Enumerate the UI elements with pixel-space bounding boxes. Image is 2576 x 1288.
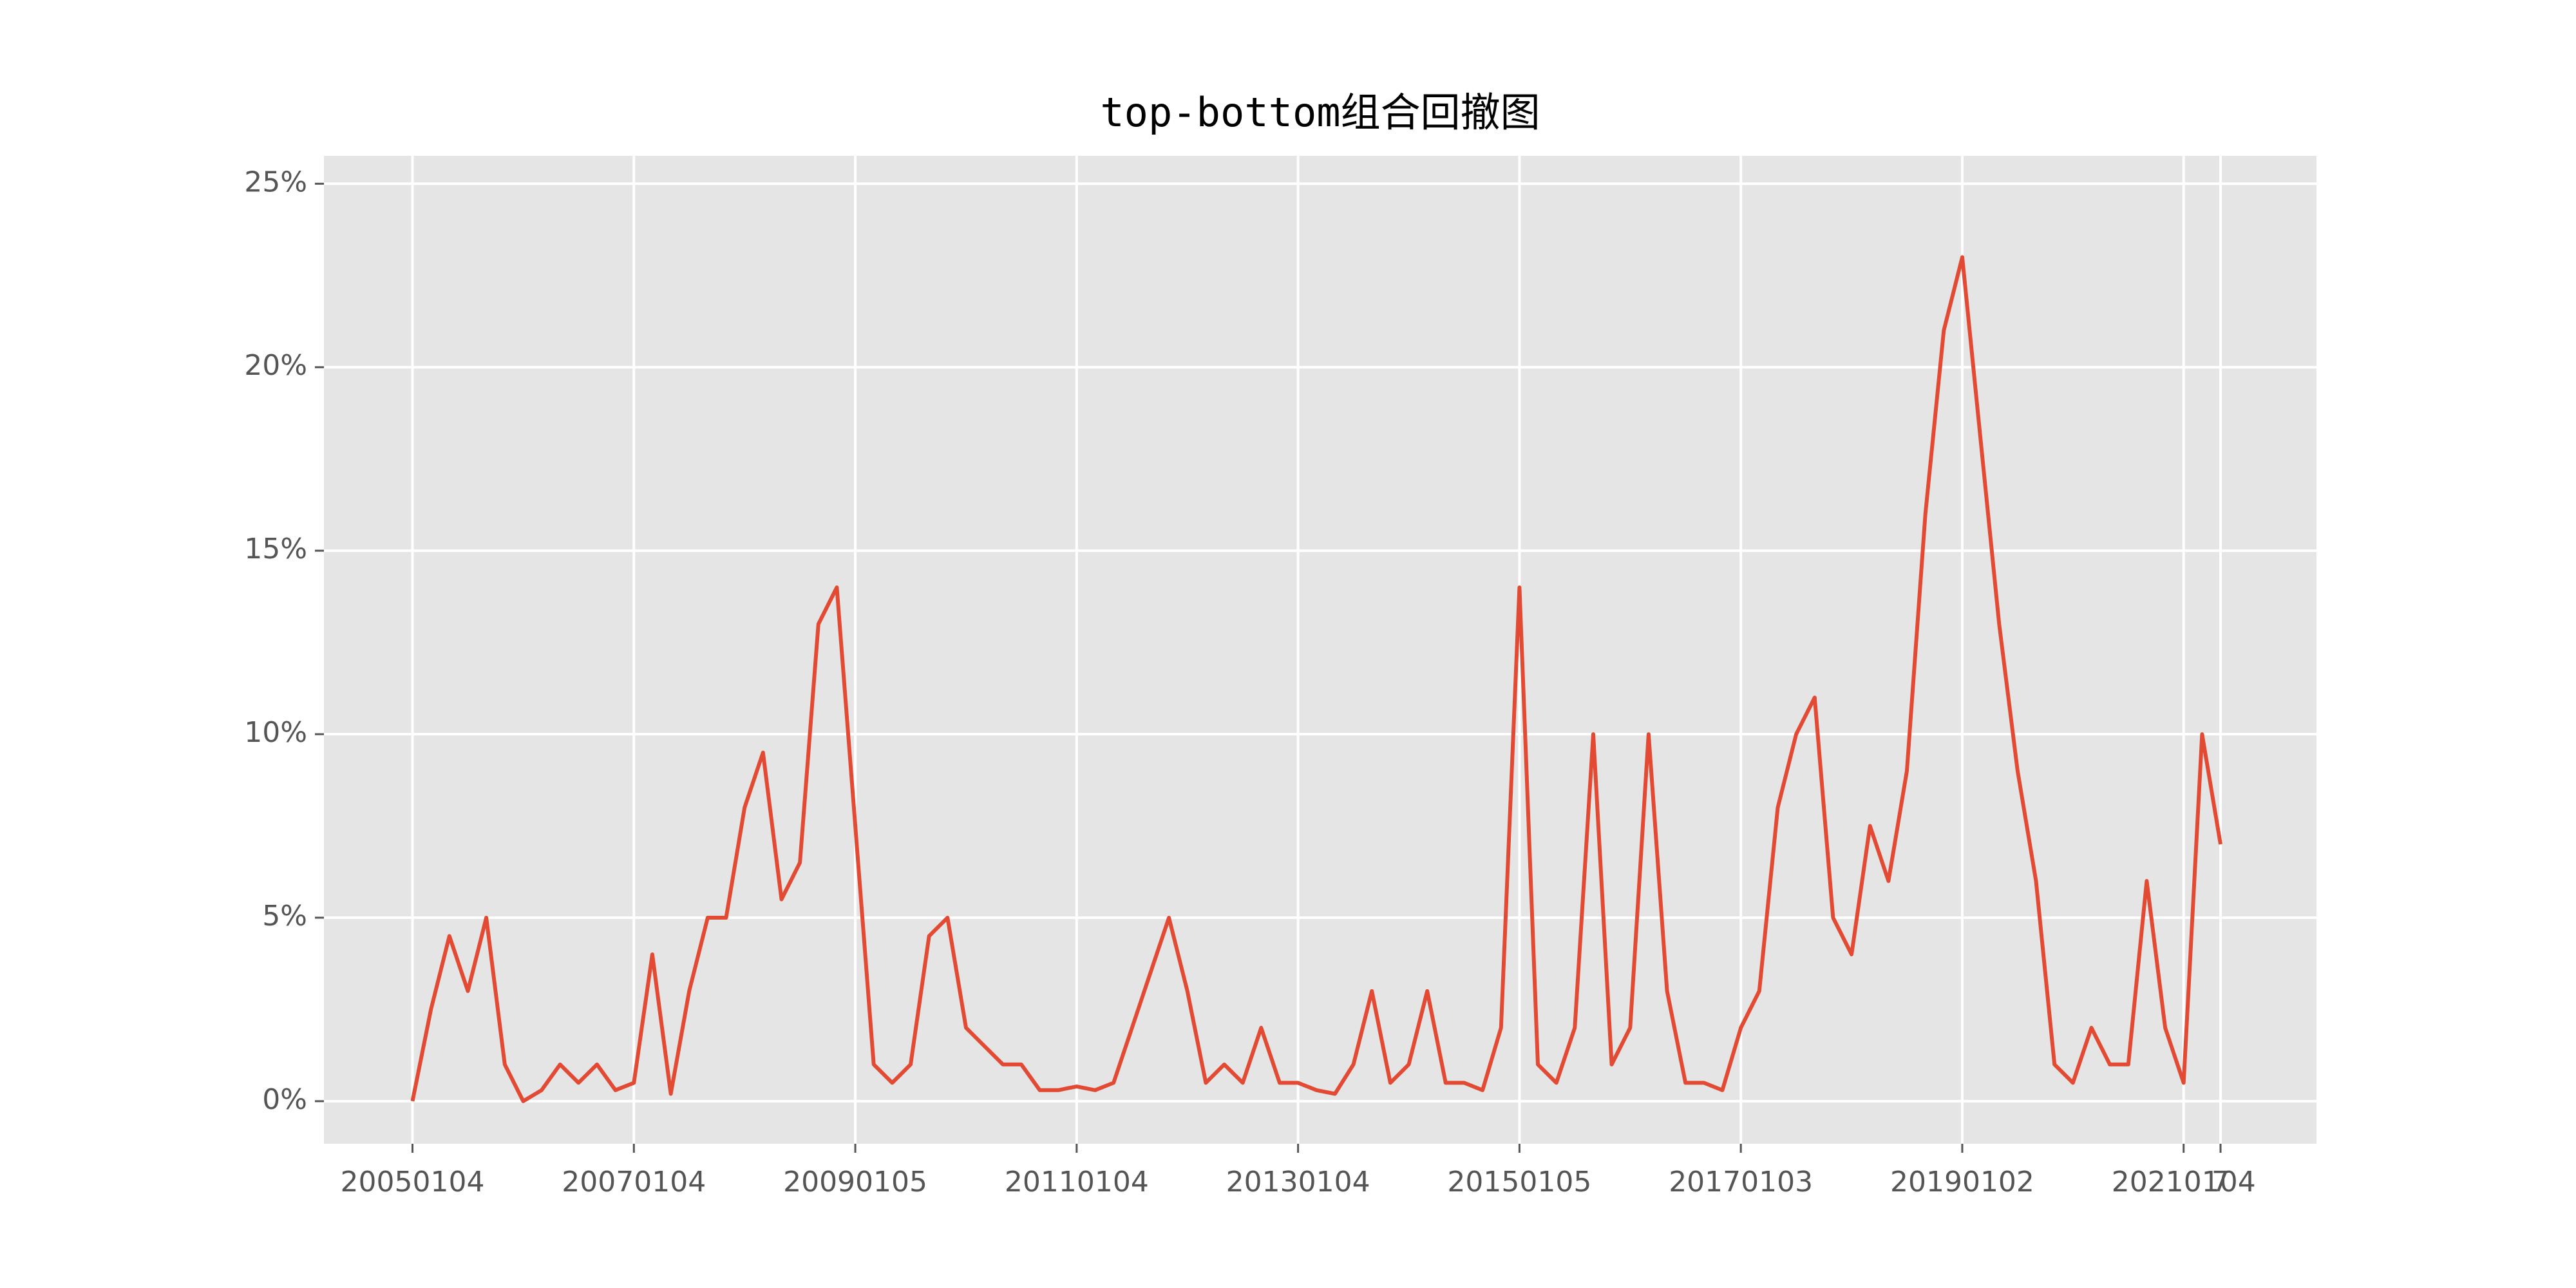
x-tick-label: 7 [2211, 1166, 2230, 1198]
x-tick-label: 20150105 [1447, 1166, 1591, 1198]
data-line [410, 255, 2222, 1103]
y-tick-label: 15% [244, 533, 307, 565]
y-tick-label: 0% [262, 1083, 307, 1116]
chart-title: top-bottom组合回撤图 [1100, 89, 1540, 136]
x-tick-label: 20210104 [2112, 1166, 2256, 1198]
x-tick-label: 20050104 [341, 1166, 485, 1198]
x-tick-label: 20170103 [1669, 1166, 1813, 1198]
plot-area [324, 156, 2316, 1144]
x-tick-label: 20070104 [562, 1166, 706, 1198]
x-tick-label: 20090105 [783, 1166, 927, 1198]
y-tick-label: 5% [262, 900, 307, 933]
x-tick-label: 20110104 [1005, 1166, 1149, 1198]
y-tick-label: 10% [244, 716, 307, 749]
y-tick-label: 25% [244, 166, 307, 198]
x-tick-label: 20130104 [1226, 1166, 1370, 1198]
x-tick-label: 20190102 [1890, 1166, 2034, 1198]
y-tick-label: 20% [244, 349, 307, 382]
